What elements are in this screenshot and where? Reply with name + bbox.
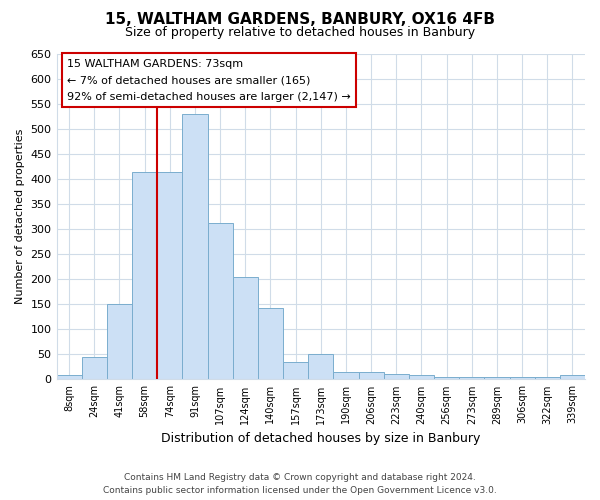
Bar	[535, 377, 560, 380]
Bar	[208, 222, 233, 380]
Bar	[509, 377, 535, 380]
Bar	[233, 277, 258, 380]
Bar	[308, 354, 334, 380]
Bar	[334, 372, 359, 380]
Bar	[182, 114, 208, 380]
Bar	[157, 172, 182, 380]
Text: 15 WALTHAM GARDENS: 73sqm
← 7% of detached houses are smaller (165)
92% of semi-: 15 WALTHAM GARDENS: 73sqm ← 7% of detach…	[67, 59, 351, 102]
Bar	[459, 377, 484, 380]
Bar	[82, 358, 107, 380]
Text: Size of property relative to detached houses in Banbury: Size of property relative to detached ho…	[125, 26, 475, 39]
Bar	[258, 308, 283, 380]
Bar	[56, 376, 82, 380]
X-axis label: Distribution of detached houses by size in Banbury: Distribution of detached houses by size …	[161, 432, 481, 445]
Bar	[107, 304, 132, 380]
Bar	[132, 172, 157, 380]
Text: 15, WALTHAM GARDENS, BANBURY, OX16 4FB: 15, WALTHAM GARDENS, BANBURY, OX16 4FB	[105, 12, 495, 28]
Bar	[359, 372, 383, 380]
Bar	[409, 376, 434, 380]
Bar	[383, 374, 409, 380]
Bar	[560, 376, 585, 380]
Bar	[283, 362, 308, 380]
Text: Contains HM Land Registry data © Crown copyright and database right 2024.
Contai: Contains HM Land Registry data © Crown c…	[103, 474, 497, 495]
Y-axis label: Number of detached properties: Number of detached properties	[15, 129, 25, 304]
Bar	[434, 377, 459, 380]
Bar	[484, 377, 509, 380]
